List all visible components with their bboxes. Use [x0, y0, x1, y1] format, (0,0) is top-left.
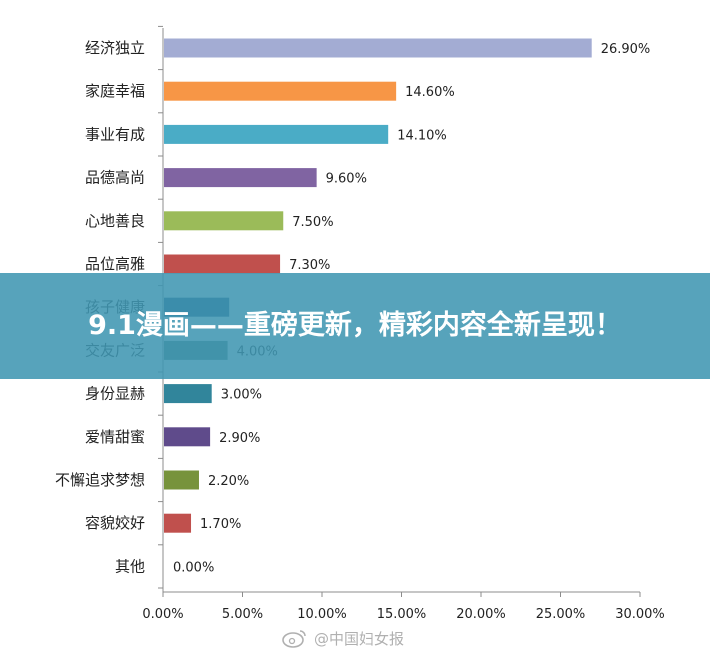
data-label: 2.90% — [219, 431, 260, 446]
category-label: 身份显赫 — [85, 385, 145, 403]
category-label: 品位高雅 — [85, 255, 145, 273]
watermark: @中国妇女报 — [282, 626, 404, 650]
data-label: 1.70% — [200, 517, 241, 532]
bar — [164, 513, 192, 533]
bar — [164, 427, 211, 447]
bar — [164, 470, 199, 490]
x-tick-label: 20.00% — [456, 607, 506, 622]
x-tick-label: 25.00% — [536, 607, 586, 622]
x-tick-label: 30.00% — [615, 607, 665, 622]
category-label: 心地善良 — [85, 212, 145, 230]
bar — [164, 38, 592, 58]
category-label: 事业有成 — [85, 125, 145, 143]
bar — [164, 168, 317, 188]
data-label: 9.60% — [326, 172, 367, 187]
category-label: 经济独立 — [85, 39, 145, 57]
category-label: 品德高尚 — [85, 169, 145, 187]
category-label: 其他 — [115, 557, 145, 575]
data-label: 7.50% — [292, 215, 333, 230]
bar — [164, 124, 389, 144]
category-label: 家庭幸福 — [85, 82, 145, 100]
bar — [164, 384, 212, 404]
x-tick-label: 10.00% — [297, 607, 347, 622]
data-label: 26.90% — [601, 42, 651, 57]
category-label: 容貌姣好 — [85, 514, 145, 532]
category-label: 不懈追求梦想 — [55, 471, 145, 489]
data-label: 2.20% — [208, 474, 249, 489]
bar — [164, 254, 281, 274]
watermark-text: @中国妇女报 — [314, 629, 405, 648]
banner-text: 9.1漫画——重磅更新，精彩内容全新呈现！ — [88, 310, 622, 341]
announcement-banner[interactable]: 9.1漫画——重磅更新，精彩内容全新呈现！ — [0, 273, 710, 379]
data-label: 0.00% — [173, 560, 214, 575]
data-label: 14.60% — [405, 85, 455, 100]
weibo-icon — [282, 630, 306, 648]
data-label: 7.30% — [289, 258, 330, 273]
x-tick-label: 15.00% — [377, 607, 427, 622]
bar — [164, 211, 284, 231]
x-tick-label: 5.00% — [222, 607, 263, 622]
bar — [164, 81, 397, 101]
data-label: 14.10% — [397, 128, 447, 143]
data-label: 3.00% — [221, 388, 262, 403]
category-label: 爱情甜蜜 — [85, 428, 145, 446]
x-tick-label: 0.00% — [142, 607, 183, 622]
